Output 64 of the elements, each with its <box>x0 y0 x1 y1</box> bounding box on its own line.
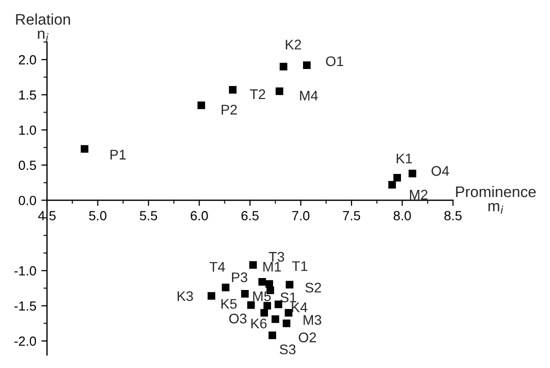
point <box>274 300 282 308</box>
annotation: O3 <box>229 314 246 324</box>
y-tick-label: 0.5 <box>18 160 36 170</box>
y-tick-label: 2.0 <box>18 55 36 64</box>
point <box>393 174 401 182</box>
annotation: P1 <box>110 150 126 160</box>
annotation: O4 <box>432 166 450 176</box>
x-tick-label: 6.5 <box>242 211 259 220</box>
point <box>263 302 272 310</box>
point <box>276 87 284 96</box>
point <box>268 332 276 340</box>
annotation: T3 <box>268 252 284 262</box>
annotation: T1 <box>292 261 308 271</box>
annotation: T2 <box>250 89 266 99</box>
point <box>80 145 88 153</box>
annotation: S2 <box>305 282 321 293</box>
point <box>408 170 416 178</box>
annotation: K6 <box>251 318 267 328</box>
point <box>249 261 257 269</box>
x-tick-label: 5.0 <box>89 211 106 220</box>
annotation: M2 <box>410 190 428 200</box>
point <box>228 86 237 94</box>
annotation: M5 <box>253 291 271 302</box>
annotation: K2 <box>286 40 302 50</box>
y-axis-title: Relation n$_{i}$ <box>16 14 70 42</box>
point <box>241 290 249 298</box>
annotation: S3 <box>280 344 296 354</box>
annotation: P2 <box>222 104 237 114</box>
y-tick-label: -1.0 <box>14 266 36 276</box>
annotation: S1 <box>280 292 296 302</box>
y-tick-label: 1.5 <box>19 90 36 100</box>
annotation: M1 <box>263 262 281 272</box>
x-tick-label: 5.5 <box>140 211 158 220</box>
point <box>286 280 294 288</box>
annotation: K1 <box>396 154 412 164</box>
point <box>247 301 255 309</box>
point <box>260 308 268 317</box>
y-tick-label: -2.0 <box>14 336 36 346</box>
y-tick-label: 0.0 <box>18 196 36 206</box>
point <box>280 62 288 70</box>
point <box>258 278 266 286</box>
point <box>222 284 230 292</box>
annotation: O1 <box>326 56 344 66</box>
annotation: P3 <box>232 272 248 282</box>
point <box>272 315 280 323</box>
annotation: K4 <box>292 302 308 312</box>
x-tick-label: 6.0 <box>190 211 208 220</box>
annotation: K3 <box>178 291 193 302</box>
point <box>208 292 216 300</box>
point <box>282 320 290 328</box>
y-tick-label: 1.0 <box>19 125 36 135</box>
annotation: M3 <box>304 315 322 325</box>
x-tick-label: 7.5 <box>343 211 360 220</box>
point <box>284 308 292 317</box>
annotation: O2 <box>298 332 316 342</box>
annotation: M4 <box>300 90 318 100</box>
annotation: T4 <box>210 262 226 272</box>
x-tick-label: 7.0 <box>292 211 310 220</box>
annotation: K5 <box>221 299 237 309</box>
point <box>388 180 396 189</box>
point <box>197 102 206 110</box>
y-tick-label: -1.5 <box>14 301 36 311</box>
point <box>303 61 311 70</box>
x-tick-label: 8.0 <box>394 211 411 220</box>
